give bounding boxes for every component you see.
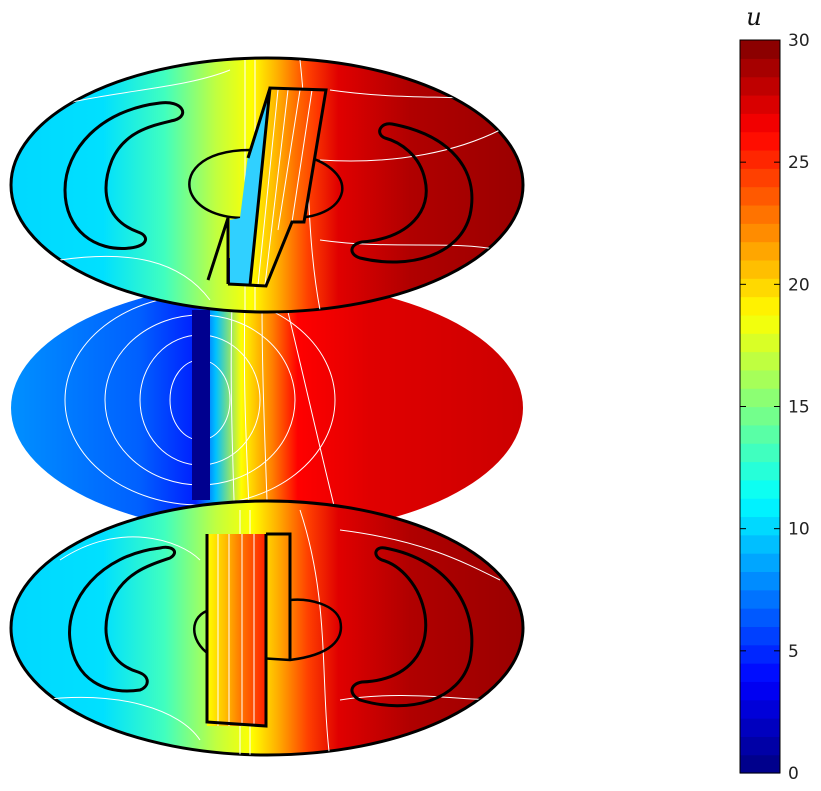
colorbar-band bbox=[740, 461, 780, 481]
colorbar-tick-label: 30 bbox=[788, 31, 810, 51]
colorbar-band bbox=[740, 699, 780, 719]
colorbar-band bbox=[740, 644, 780, 664]
colorbar-band bbox=[740, 516, 780, 536]
top-left-crescent bbox=[63, 101, 185, 250]
bottom-wall-outline bbox=[205, 532, 292, 728]
colorbar-band bbox=[740, 241, 780, 261]
colorbar-band bbox=[740, 479, 780, 499]
colorbar-band bbox=[740, 278, 780, 298]
bottom-wall-contours bbox=[217, 534, 255, 726]
colorbar-band bbox=[740, 553, 780, 573]
colorbar-band bbox=[740, 168, 780, 188]
colorbar-ticks: 0 5 10 15 20 25 30 bbox=[740, 31, 810, 784]
colorbar-tick-label: 25 bbox=[788, 153, 810, 173]
top-wall-contours bbox=[257, 89, 313, 286]
bottom-left-crescent bbox=[68, 545, 176, 693]
colorbar-band bbox=[740, 608, 780, 627]
colorbar-band bbox=[740, 424, 780, 444]
colorbar-band bbox=[740, 113, 780, 133]
colorbar-band bbox=[740, 186, 780, 206]
top-wall-outline bbox=[206, 86, 328, 288]
colorbar-band bbox=[740, 388, 780, 408]
top-slice bbox=[9, 56, 525, 314]
colorbar-band bbox=[740, 333, 780, 353]
middle-slice bbox=[11, 282, 523, 534]
colorbar-band bbox=[740, 40, 780, 59]
colorbar-band bbox=[740, 626, 780, 646]
colorbar-band bbox=[740, 351, 780, 371]
colorbar-band bbox=[740, 534, 780, 554]
colorbar-band bbox=[740, 443, 780, 463]
colorbar-band bbox=[740, 296, 780, 316]
bottom-slice bbox=[9, 499, 525, 757]
top-center-hole bbox=[188, 148, 344, 220]
colorbar-band bbox=[740, 58, 780, 78]
bottom-center-hole bbox=[193, 598, 343, 662]
top-wall-left bbox=[230, 88, 270, 285]
colorbar-band bbox=[740, 681, 780, 701]
colorbar-band bbox=[740, 76, 780, 96]
colorbar-band bbox=[740, 131, 780, 151]
colorbar-band bbox=[740, 498, 780, 518]
colorbar-band bbox=[740, 589, 780, 609]
colorbar-band bbox=[740, 204, 780, 224]
top-wall bbox=[250, 88, 326, 285]
bottom-right-crescent bbox=[350, 546, 474, 708]
middle-dark-band bbox=[192, 310, 210, 500]
bottom-wall bbox=[207, 534, 266, 726]
middle-slice-surface bbox=[11, 282, 523, 534]
colorbar-band bbox=[740, 736, 780, 756]
colorbar-band bbox=[740, 369, 780, 389]
colorbar-tick-label: 5 bbox=[788, 642, 799, 662]
colorbar-title: u bbox=[746, 3, 761, 31]
colorbar-tick-label: 0 bbox=[788, 764, 799, 784]
colorbar-band bbox=[740, 314, 780, 334]
colorbar-band bbox=[740, 149, 780, 169]
colorbar-bands bbox=[740, 40, 780, 774]
colorbar-band bbox=[740, 754, 780, 774]
colorbar: u 0 5 10 15 20 25 30 bbox=[739, 3, 810, 784]
colorbar-tick-label: 10 bbox=[788, 520, 810, 540]
colorbar-band bbox=[740, 718, 780, 737]
colorbar-band bbox=[740, 663, 780, 682]
colorbar-tick-label: 20 bbox=[788, 275, 810, 295]
colorbar-band bbox=[740, 94, 780, 114]
colorbar-tick-label: 15 bbox=[788, 398, 810, 418]
colorbar-band bbox=[740, 571, 780, 591]
top-right-crescent bbox=[350, 122, 474, 264]
colorbar-band bbox=[740, 259, 780, 279]
colorbar-band bbox=[740, 223, 780, 243]
colorbar-band bbox=[740, 406, 780, 426]
